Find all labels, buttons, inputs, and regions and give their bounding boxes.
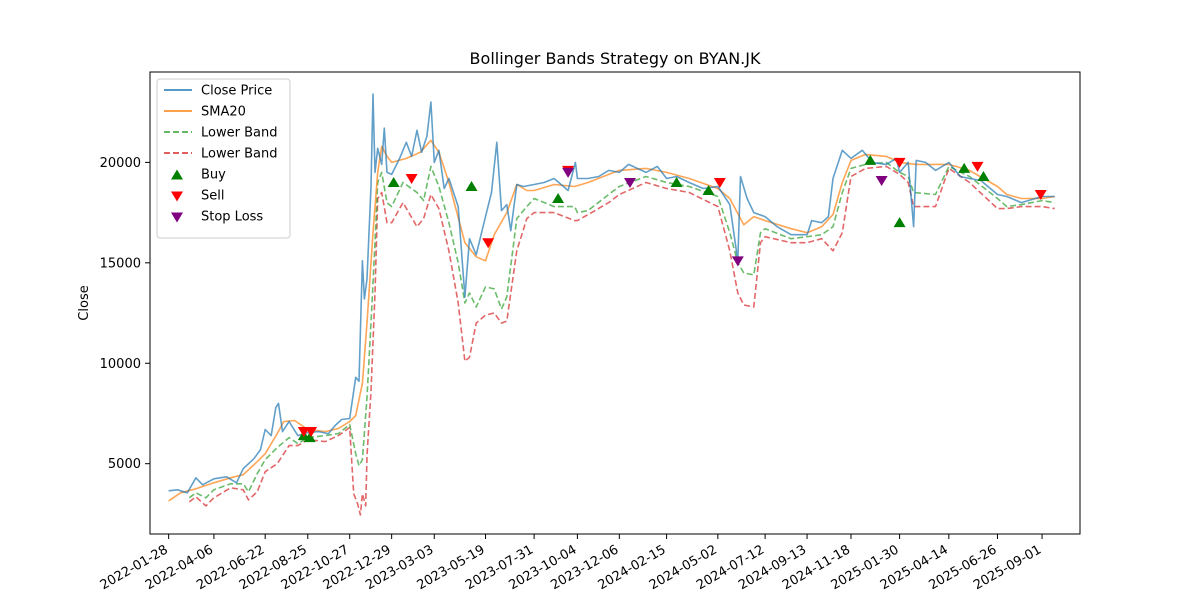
sell-marker [305, 427, 318, 438]
sell-marker [1034, 190, 1047, 201]
legend-label: Buy [201, 168, 226, 183]
series-line-lower-band-2 [188, 165, 1055, 516]
buy-marker [465, 180, 478, 191]
stop-loss-marker [562, 167, 575, 178]
y-axis: 5000 10000 15000 20000 [100, 156, 150, 472]
y-tick-label: 5000 [108, 457, 141, 472]
buy-marker [303, 432, 316, 443]
legend-swatch-stop-loss [171, 212, 183, 223]
plot-frame [149, 71, 1081, 535]
sell-marker [893, 157, 906, 168]
legend-label: Lower Band [201, 126, 277, 141]
legend-swatch-sell [171, 191, 183, 202]
legend-box [156, 78, 291, 239]
y-tick-label: 10000 [100, 357, 141, 372]
legend-label: Stop Loss [201, 210, 263, 225]
stop-loss-marker [875, 175, 888, 186]
y-tick-label: 15000 [100, 256, 141, 271]
sell-marker [971, 161, 984, 172]
sell-marker [405, 173, 418, 184]
legend-swatch-buy [171, 169, 183, 180]
legend: Close Price SMA20 Lower Band Lower Band Buy S… [156, 78, 291, 239]
legend-label: Sell [201, 189, 224, 204]
buy-marker [702, 185, 715, 196]
buy-marker [552, 193, 565, 204]
stop-loss-marker [623, 177, 636, 188]
chart-title: Bollinger Bands Strategy on BYAN.JK [470, 49, 761, 68]
buy-marker [387, 176, 400, 187]
stop-loss-marker [731, 256, 744, 267]
buy-marker [893, 217, 906, 228]
legend-label: Close Price [201, 84, 272, 99]
sell-marker [482, 238, 495, 249]
series-line-lower-band-1 [188, 161, 1055, 499]
buy-marker [977, 170, 990, 181]
buy-marker [864, 154, 877, 165]
sell-marker [713, 177, 726, 188]
buy-marker [670, 176, 683, 187]
y-axis-label: Close [77, 285, 92, 320]
y-tick-label: 20000 [100, 156, 141, 171]
legend-label: Lower Band [201, 147, 277, 162]
legend-label: SMA20 [201, 105, 246, 120]
buy-marker [958, 162, 971, 173]
markers-layer [297, 154, 1047, 443]
